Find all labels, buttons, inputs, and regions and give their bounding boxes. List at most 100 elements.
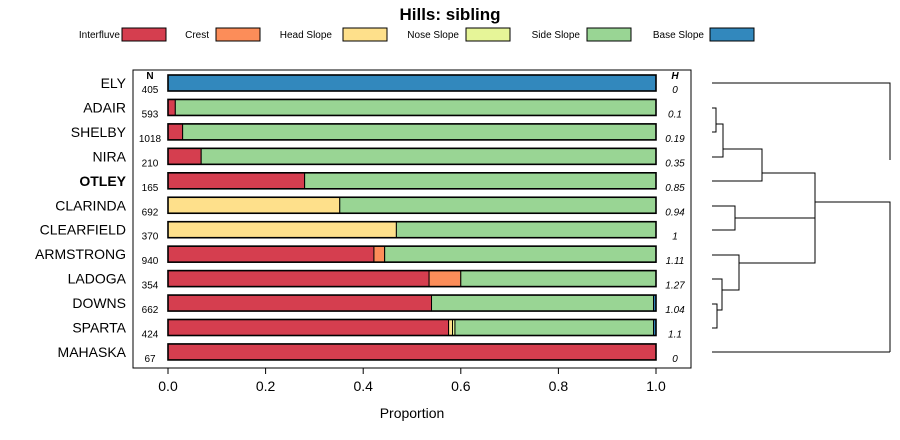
row-n-value: 67 <box>144 354 156 365</box>
bar-segment <box>167 172 306 190</box>
row-h-value: 0.85 <box>665 183 685 194</box>
bar-row: SHELBY 1018 0.19 <box>71 123 685 145</box>
x-tick-label: 0.0 <box>158 378 178 394</box>
row-n-value: 165 <box>142 183 159 194</box>
bar-outline <box>167 269 657 288</box>
dendrogram <box>712 82 891 353</box>
bar-row: ARMSTRONG 940 1.11 <box>35 245 685 267</box>
chart-title: Hills: sibling <box>399 5 500 24</box>
bar-segment <box>167 74 657 92</box>
legend-item: Base Slope <box>653 27 755 42</box>
row-n-value: 405 <box>142 85 159 96</box>
dendrogram-branch <box>762 172 816 202</box>
row-n-value: 940 <box>142 256 159 267</box>
n-column-header: N <box>146 71 153 82</box>
legend-label: Base Slope <box>653 30 705 41</box>
legend-item: Nose Slope <box>407 27 511 42</box>
bar-outline <box>167 294 657 312</box>
legend-swatch <box>709 27 755 42</box>
bar-segment <box>167 319 450 336</box>
bar-segment <box>304 172 657 190</box>
dendrogram-branch <box>717 295 723 311</box>
bar-segment <box>384 245 657 263</box>
row-label: DOWNS <box>72 295 126 311</box>
x-tick-label: 0.2 <box>256 378 276 394</box>
bar-outline <box>167 318 657 337</box>
plot-frame <box>132 69 692 369</box>
row-h-value: 1.04 <box>665 305 685 316</box>
bar-row: CLEARFIELD 370 1 <box>40 220 678 243</box>
bar-segment <box>167 123 184 141</box>
bar-outline <box>167 74 657 92</box>
row-label: NIRA <box>93 148 127 164</box>
bar-segment <box>373 245 386 263</box>
legend-label: Interfluve <box>79 30 121 41</box>
legend-label: Crest <box>185 30 209 41</box>
row-h-value: 0.35 <box>665 158 685 169</box>
dendrogram-branch <box>712 142 724 158</box>
row-n-value: 354 <box>142 281 159 292</box>
bar-segment <box>167 98 176 116</box>
x-tick-label: 1.0 <box>646 378 666 394</box>
x-tick-label: 0.8 <box>549 378 569 394</box>
row-n-value: 424 <box>142 330 159 341</box>
bar-row: ADAIR 593 0.1 <box>83 98 682 120</box>
row-h-value: 1 <box>672 232 678 243</box>
dendrogram-branch <box>735 217 816 240</box>
legend-swatch <box>215 27 261 42</box>
row-n-value: 593 <box>142 109 159 120</box>
dendrogram-branch <box>723 148 763 165</box>
bar-row: ELY 405 0 <box>101 74 678 96</box>
row-label: CLEARFIELD <box>40 222 126 238</box>
bar-segment <box>182 123 657 141</box>
bar-outline <box>167 98 657 117</box>
row-label: ADAIR <box>83 99 126 115</box>
bar-outline <box>167 196 657 215</box>
row-label: ARMSTRONG <box>35 246 126 262</box>
dendrogram-branch <box>716 123 724 142</box>
x-tick-label: 0.6 <box>451 378 471 394</box>
row-label: CLARINDA <box>55 197 126 213</box>
dendrogram-branch <box>739 240 816 264</box>
bar-segment <box>395 221 657 239</box>
bar-rows: ELY 405 0 ADAIR 593 0.1 SHELBY 1018 0.19 NIRA 210 0… <box>35 74 685 365</box>
bar-row: SPARTA 424 1.1 <box>72 318 682 341</box>
bar-row: DOWNS 662 1.04 <box>72 294 685 316</box>
legend-swatch <box>121 27 167 42</box>
bar-segment <box>167 294 433 312</box>
row-h-value: 0.19 <box>665 134 685 145</box>
dendrogram-branch <box>712 316 718 329</box>
dendrogram-branch <box>712 82 891 160</box>
legend-item: Interfluve <box>79 27 167 42</box>
bar-segment <box>339 196 657 214</box>
bar-outline <box>167 245 657 263</box>
bar-segment <box>167 147 202 165</box>
x-axis-label: Proportion <box>380 405 445 421</box>
dendrogram-branch <box>712 107 717 116</box>
bar-outline <box>167 220 657 239</box>
legend: Interfluve Crest Head Slope Nose Slope Side … <box>79 27 755 42</box>
legend-label: Nose Slope <box>407 30 459 41</box>
bar-segment <box>460 270 657 288</box>
bar-segment <box>200 147 657 165</box>
row-n-value: 210 <box>142 158 159 169</box>
bar-segment <box>174 98 657 116</box>
h-column-header: H <box>671 71 679 82</box>
row-n-value: 692 <box>142 207 159 218</box>
x-tick-label: 0.4 <box>353 378 373 394</box>
dendrogram-branch <box>712 218 736 231</box>
bar-outline <box>167 172 657 190</box>
bar-outline <box>167 123 657 141</box>
row-n-value: 1018 <box>139 134 162 145</box>
dendrogram-branch <box>712 116 717 133</box>
bar-segment <box>167 270 430 288</box>
dendrogram-branch <box>712 165 763 182</box>
legend-label: Head Slope <box>280 30 333 41</box>
legend-item: Side Slope <box>532 27 632 42</box>
row-h-value: 1.11 <box>666 256 685 267</box>
bar-segment <box>431 294 655 312</box>
row-label: MAHASKA <box>58 344 127 360</box>
bar-row: NIRA 210 0.35 <box>93 147 685 169</box>
row-n-value: 370 <box>142 232 159 243</box>
bar-segment <box>167 221 397 239</box>
